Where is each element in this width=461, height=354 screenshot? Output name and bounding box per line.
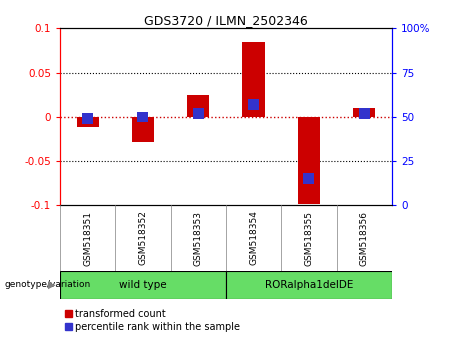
Legend: transformed count, percentile rank within the sample: transformed count, percentile rank withi… [65, 309, 241, 332]
Bar [303, 173, 314, 184]
Bar [226, 271, 392, 299]
Bar [353, 108, 375, 117]
Title: GDS3720 / ILMN_2502346: GDS3720 / ILMN_2502346 [144, 14, 308, 27]
Text: GSM518353: GSM518353 [194, 211, 203, 266]
Bar [193, 108, 204, 119]
Bar [248, 99, 259, 110]
Bar [132, 117, 154, 142]
Bar [137, 112, 148, 122]
Bar [82, 113, 93, 124]
Text: ▶: ▶ [48, 280, 55, 290]
Bar [242, 42, 265, 117]
Text: GSM518354: GSM518354 [249, 211, 258, 266]
Bar [77, 117, 99, 127]
Text: GSM518356: GSM518356 [360, 211, 369, 266]
Text: wild type: wild type [119, 280, 167, 290]
Text: GSM518355: GSM518355 [304, 211, 313, 266]
Bar [60, 271, 226, 299]
Text: GSM518351: GSM518351 [83, 211, 92, 266]
Text: GSM518352: GSM518352 [138, 211, 148, 266]
Text: genotype/variation: genotype/variation [5, 280, 91, 290]
Text: RORalpha1delDE: RORalpha1delDE [265, 280, 353, 290]
Bar [298, 117, 320, 204]
Bar [187, 95, 209, 117]
Bar [359, 108, 370, 119]
